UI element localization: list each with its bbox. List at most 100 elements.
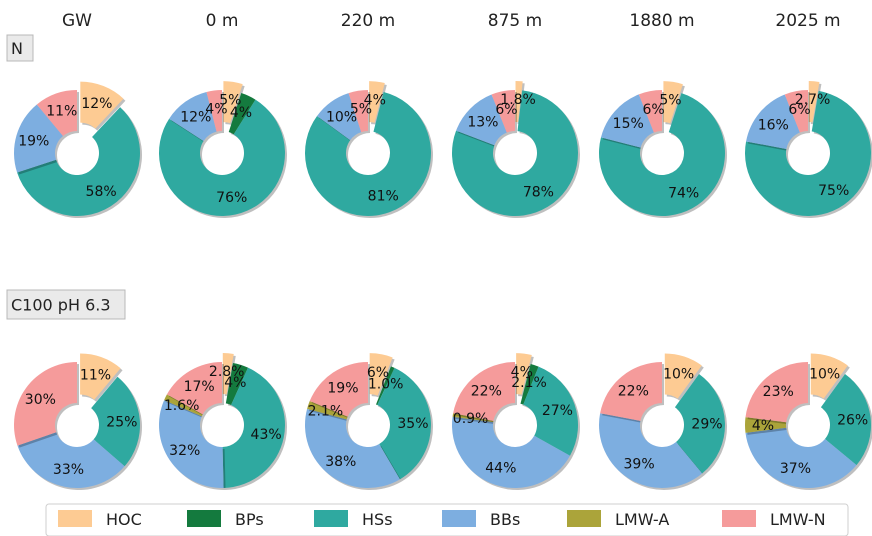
slice-hoc (516, 353, 532, 395)
slice-label-hss: 25% (106, 414, 137, 430)
slice-label-hoc: 2.8% (209, 364, 245, 380)
slice-bbs (169, 91, 217, 142)
slice-label-hoc: 10% (663, 367, 694, 383)
slice-lmw-n (638, 90, 662, 133)
legend-swatch (567, 510, 601, 527)
donut-c100-ph-6-3-0-m: 2.8%4% 43% 32% 1.6% 17% (159, 353, 288, 490)
slice-label-hss: 26% (837, 412, 868, 428)
slice-label-hoc: 5% (219, 93, 241, 109)
legend-label: BPs (235, 510, 264, 529)
slice-label-lmw-a: 2.1% (308, 404, 344, 420)
slice-lmw-n (491, 90, 515, 133)
slice-hoc (808, 81, 820, 123)
slice-label-lmw-n: 11% (46, 104, 77, 120)
slice-hoc (80, 81, 124, 129)
slice-label-hoc: 1.8% (500, 92, 536, 108)
slice-label-hss: 35% (397, 416, 428, 432)
legend-item-bps: BPs (187, 510, 264, 529)
slice-bbs (14, 104, 63, 173)
row-label-box (6, 34, 34, 62)
slice-hoc (663, 81, 683, 124)
slice-hss (222, 367, 286, 488)
slice-label-lmw-n: 6% (495, 102, 517, 118)
legend-item-lmw-a: LMW-A (567, 510, 669, 529)
legend-swatch (58, 510, 92, 527)
slice-label-bps: 4% (224, 375, 246, 391)
slice-bps (520, 363, 539, 405)
slice-label-bbs: 13% (467, 114, 498, 130)
row-labels: N C100 pH 6.3 (6, 34, 126, 320)
slice-label-hoc: 5% (659, 93, 681, 109)
slice-label-lmw-n: 6% (642, 102, 664, 118)
slice-label-hoc: 4% (364, 92, 386, 108)
slice-hoc (369, 353, 393, 396)
donut-n-875-m: 1.8% 78% 13%6% (452, 81, 581, 219)
slice-label-lmw-n: 19% (327, 381, 358, 397)
slice-lmw-n (745, 362, 808, 423)
slice-label-hss: 43% (251, 427, 282, 443)
column-header-0-m: 0 m (206, 11, 239, 31)
slice-bbs (456, 94, 507, 146)
slice-hss (159, 99, 286, 216)
legend-item-lmw-n: LMW-N (722, 510, 826, 529)
slice-label-hoc: 4% (511, 364, 533, 380)
slice-hoc (223, 81, 243, 124)
slice-hss (599, 93, 725, 216)
row-label-box (6, 289, 126, 320)
slice-lmw-n (600, 362, 662, 421)
slice-bbs (746, 94, 800, 149)
column-header-gw: GW (62, 11, 92, 31)
slice-hoc (80, 353, 121, 400)
slice-label-bbs: 44% (485, 461, 516, 477)
slice-hss (820, 374, 872, 466)
legend-swatch (722, 510, 756, 527)
slice-label-lmw-n: 4% (205, 101, 227, 117)
slice-label-hss: 74% (668, 185, 699, 201)
slice-hoc (369, 81, 385, 123)
slice-label-lmw-n: 22% (471, 383, 502, 399)
slice-label-hss: 27% (542, 403, 573, 419)
legend-label: BBs (490, 510, 520, 529)
slice-label-hoc: 11% (80, 367, 111, 383)
slice-bbs (600, 94, 654, 148)
slice-hss (305, 91, 432, 216)
slice-lmw-a (307, 401, 348, 420)
slice-label-hoc: 6% (367, 365, 389, 381)
slice-lmw-n (309, 362, 368, 417)
slice-hss (745, 90, 872, 216)
slice-label-bbs: 37% (780, 461, 811, 477)
slice-hoc (810, 353, 848, 399)
legend-swatch (442, 510, 476, 527)
legend-label: HOC (106, 510, 142, 529)
slice-label-hss: 76% (216, 190, 247, 206)
slice-label-hoc: 10% (809, 367, 840, 383)
slice-lmw-n (166, 362, 222, 415)
donut-n-1880-m: 5% 74% 15%6% (599, 81, 727, 218)
legend: HOC BPs HSs BBs LMW-A LMW-N (45, 503, 849, 536)
donut-c100-ph-6-3-875-m: 4%2.1% 27% 44% 0.9% 22% (451, 353, 581, 491)
legend-item-hoc: HOC (58, 510, 142, 529)
slice-label-bbs: 38% (325, 454, 356, 470)
donut-c100-ph-6-3-gw: 11% 25% 33% 30% (13, 353, 143, 490)
slice-hss (377, 367, 431, 480)
slice-hss (674, 374, 725, 474)
slice-label-bbs: 10% (326, 110, 357, 126)
slice-hss (17, 107, 141, 216)
row-label-text: N (11, 39, 23, 58)
donut-n-2025-m: 2.7% 75% 16%6% (745, 81, 872, 218)
column-header-220-m: 220 m (341, 11, 395, 31)
slice-label-lmw-n: 22% (618, 383, 649, 399)
row-label-n: N (6, 34, 34, 62)
slice-label-bps: 2.1% (511, 375, 547, 391)
slice-label-lmw-n: 17% (184, 379, 215, 395)
slice-label-hss: 78% (523, 184, 554, 200)
slice-label-hss: 75% (818, 183, 849, 199)
slice-label-hss: 81% (368, 188, 399, 204)
donut-c100-ph-6-3-2025-m: 10% 26% 37% 4% 23% (745, 353, 872, 491)
slice-lmw-a (164, 394, 203, 417)
column-header-875-m: 875 m (488, 11, 542, 31)
slice-label-hoc: 12% (81, 96, 112, 112)
slice-lmw-n (13, 362, 77, 446)
slice-label-bbs: 32% (169, 443, 200, 459)
